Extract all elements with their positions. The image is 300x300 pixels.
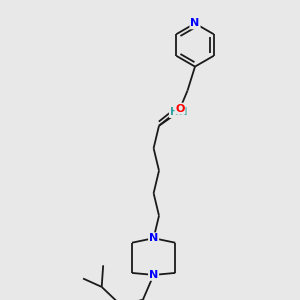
- Text: N: N: [149, 233, 158, 243]
- Text: O: O: [175, 103, 185, 114]
- Text: N: N: [190, 18, 200, 28]
- Text: HN: HN: [170, 107, 187, 117]
- Text: N: N: [149, 270, 158, 280]
